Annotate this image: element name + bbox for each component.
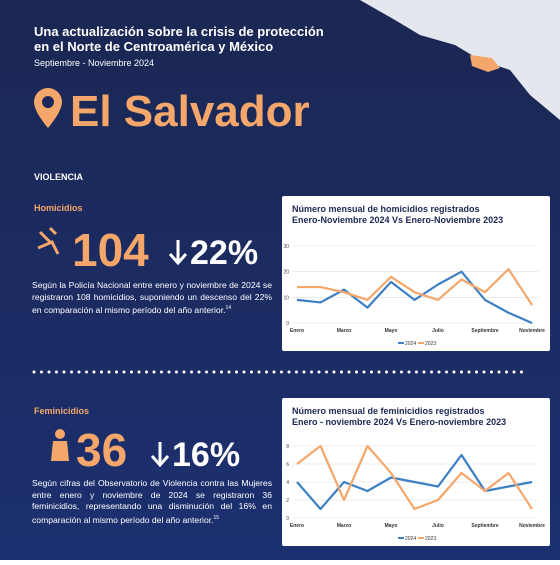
icon	[51, 441, 69, 461]
line	[296, 270, 533, 325]
x-tick-label: Enero	[290, 523, 304, 529]
map	[360, 0, 560, 120]
x-tick-label: Septiembre	[471, 328, 498, 334]
line	[297, 268, 533, 306]
stat: 104	[72, 224, 149, 276]
change: 22%	[190, 234, 258, 272]
legend-label: 2023	[425, 536, 436, 542]
x-tick-label: Noviembre	[519, 328, 545, 334]
x-tick-label: Mayo	[385, 523, 398, 529]
map-highlight	[470, 55, 500, 72]
y-tick-label: 30	[283, 244, 289, 250]
down-arrow	[168, 240, 188, 266]
chart-panel	[282, 398, 550, 546]
line	[296, 453, 533, 511]
x-tick-label: Mayo	[385, 328, 398, 334]
icon	[37, 226, 60, 255]
title: Una actualización sobre la crisis de pro…	[34, 24, 324, 39]
title: en el Norte de Centroamérica y México	[34, 39, 273, 54]
paragraph: Según cifras del Observatorio de Violenc…	[32, 478, 272, 526]
y-tick-label: 20	[283, 270, 289, 276]
subsection-label: Homicidios	[34, 203, 83, 213]
pin-icon	[34, 88, 62, 128]
chart-title: Número mensual de homicidios registrados	[292, 204, 480, 214]
chart-panel	[282, 196, 550, 351]
x-tick-label: Marzo	[337, 523, 351, 529]
chart-title: Enero-Noviembre 2024 Vs Enero-Noviembre …	[292, 215, 503, 225]
country: El Salvador	[70, 87, 310, 136]
x-tick-label: Noviembre	[519, 523, 545, 529]
x-tick-label: Julio	[432, 523, 444, 529]
subsection-label: Feminicidios	[34, 406, 89, 416]
footnote: 15	[213, 514, 220, 521]
chart-title: Enero - noviembre 2024 Vs Enero-noviembr…	[292, 417, 506, 427]
section-label: VIOLENCIA	[34, 172, 84, 182]
line	[296, 444, 533, 511]
text: Según cifras del Observatorio de Violenc…	[32, 478, 272, 525]
y-tick-label: 6	[286, 462, 289, 468]
y-tick-label: 8	[286, 444, 289, 450]
paragraph: Según la Policía Nacional entre enero y …	[32, 280, 272, 316]
icon	[55, 429, 65, 439]
y-tick-label: 0	[286, 516, 289, 522]
paragraph-box: Según la Policía Nacional entre enero y …	[32, 280, 272, 316]
chart-title: Número mensual de feminicidios registrad…	[292, 406, 485, 416]
subtitle: Septiembre - Noviembre 2024	[34, 58, 154, 68]
paragraph-box: Según cifras del Observatorio de Violenc…	[32, 478, 272, 526]
footnote: 14	[225, 305, 232, 311]
y-tick-label: 10	[283, 295, 289, 301]
legend-label: 2024	[405, 536, 416, 542]
y-tick-label: 4	[286, 480, 289, 486]
change: 16%	[172, 436, 240, 474]
y-tick-label: 2	[286, 498, 289, 504]
x-tick-label: Julio	[432, 328, 444, 334]
x-tick-label: Septiembre	[471, 523, 498, 529]
down-arrow	[150, 442, 170, 468]
text: Según la Policía Nacional entre enero y …	[32, 280, 272, 315]
x-tick-label: Marzo	[337, 328, 351, 334]
legend-label: 2023	[425, 341, 436, 347]
stat: 36	[76, 424, 127, 476]
legend-label: 2024	[405, 341, 416, 347]
y-tick-label: 0	[286, 321, 289, 327]
x-tick-label: Enero	[290, 328, 304, 334]
